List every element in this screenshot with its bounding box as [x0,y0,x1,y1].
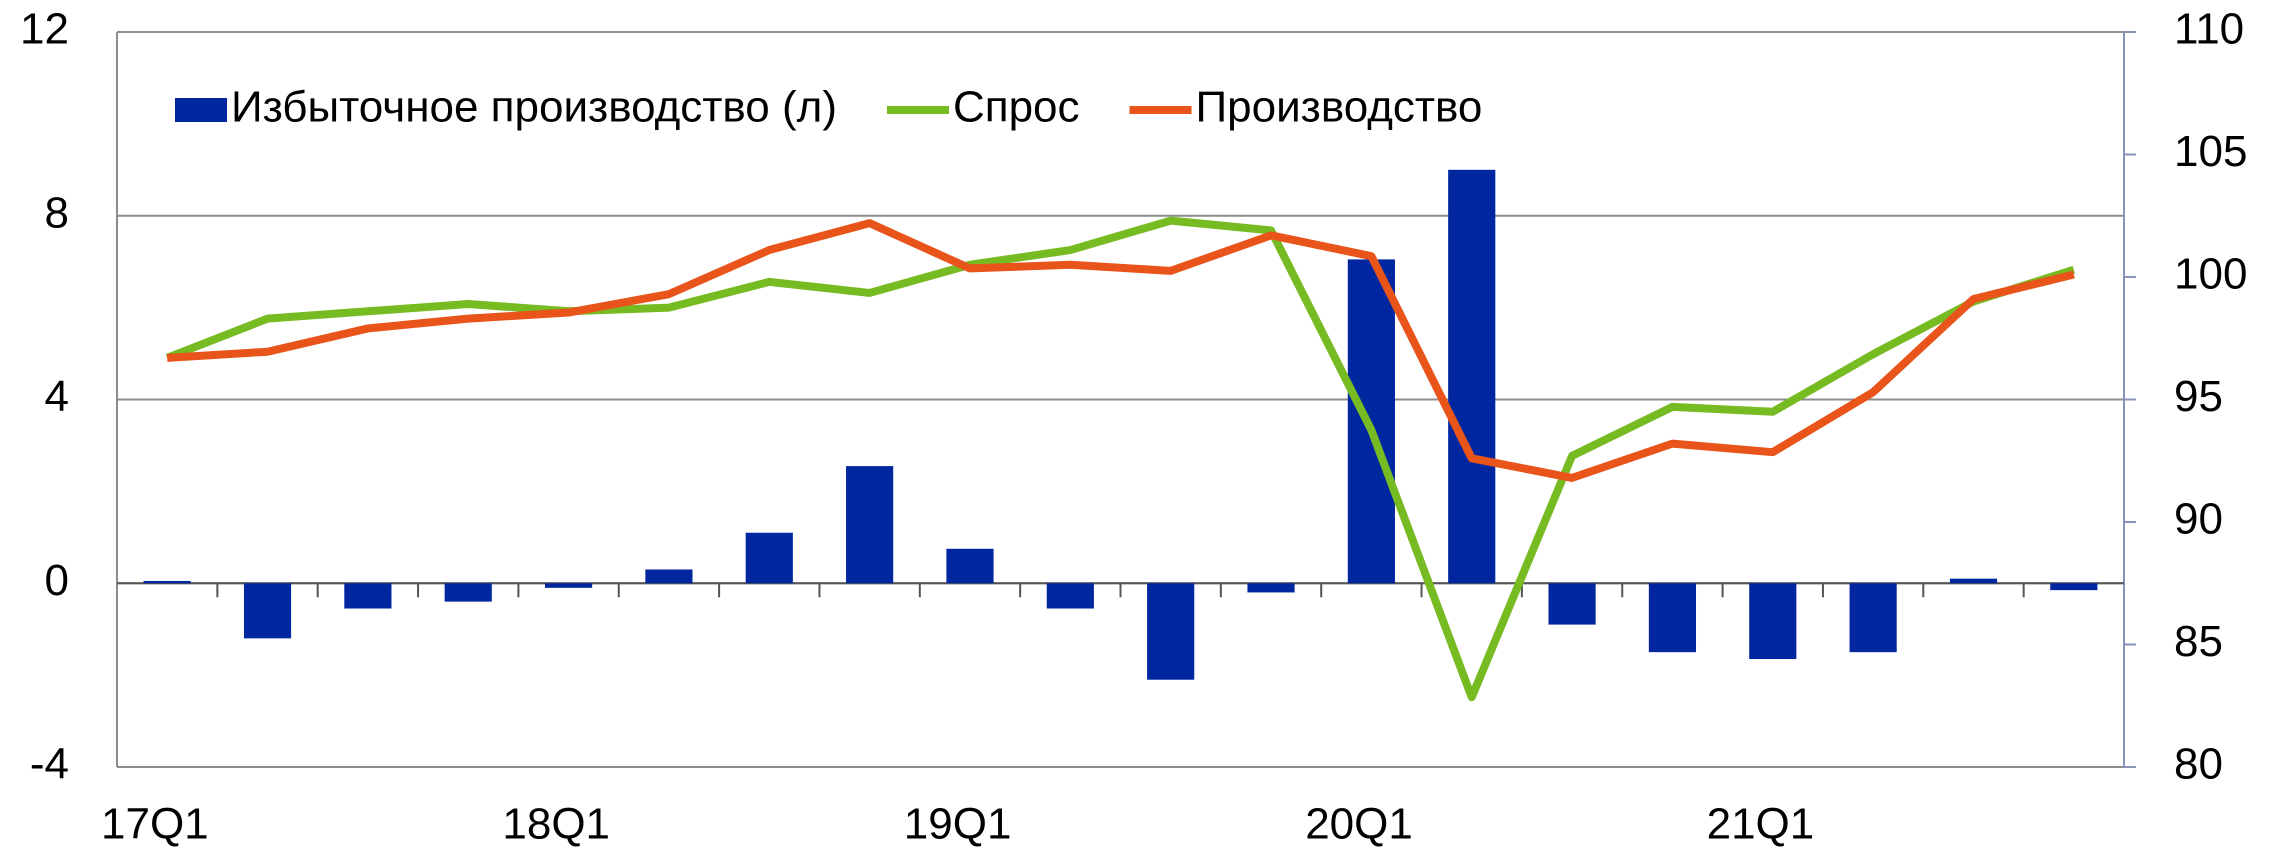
y-tick-label: 8 [45,188,69,237]
x-tick-label: 20Q1 [1305,800,1413,849]
x-tick-label: 19Q1 [904,800,1012,849]
y2-tick-label: 85 [2174,617,2223,666]
y2-tick-label: 90 [2174,495,2223,544]
bar [143,580,191,584]
bar [1147,583,1195,680]
bar [1849,583,1897,653]
bar [645,569,693,584]
bar [1548,583,1596,625]
legend-label: Спрос [953,83,1080,132]
x-tick-label: 21Q1 [1707,800,1815,849]
bar [544,583,593,588]
bar [1247,583,1295,593]
y-tick-label: 0 [45,556,69,605]
bar [1448,169,1496,584]
y-tick-label: -4 [30,740,69,789]
y2-tick-label: 105 [2174,127,2247,176]
line [166,219,2075,482]
bar [344,583,392,609]
bar [745,532,793,584]
legend-swatch [175,98,227,122]
bar [1949,578,1998,584]
bar [2050,583,2098,591]
x-tick-label: 17Q1 [101,800,209,849]
x-tick-label: 18Q1 [502,800,610,849]
bar [846,466,894,584]
y2-tick-label: 100 [2174,250,2247,299]
bar [1749,583,1797,660]
legend-label: Избыточное производство (л) [231,83,837,132]
y2-tick-label: 80 [2174,740,2223,789]
legend-label: Производство [1196,83,1483,132]
line [165,216,2076,702]
y-tick-label: 12 [20,5,69,54]
y2-tick-label: 110 [2174,5,2244,54]
y-tick-label: 4 [45,372,69,421]
bar [946,548,994,584]
bar [1648,583,1697,653]
bar [444,583,492,602]
y2-tick-label: 95 [2174,372,2223,421]
bar [243,583,292,639]
bar [1046,583,1094,609]
